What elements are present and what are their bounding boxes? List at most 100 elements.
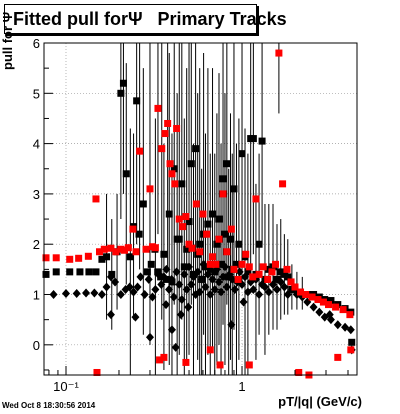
- data-point-square: [154, 104, 162, 112]
- data-point-square: [182, 213, 190, 221]
- data-point-square: [206, 265, 214, 273]
- data-point-square: [142, 245, 150, 253]
- data-point-square: [117, 245, 125, 253]
- data-point-square: [160, 250, 168, 258]
- data-point-square: [219, 190, 227, 198]
- data-point-square: [85, 268, 93, 276]
- data-point-square: [234, 275, 242, 283]
- data-point-diamond: [172, 267, 181, 277]
- data-point-square: [226, 235, 234, 243]
- data-point-square: [308, 293, 316, 301]
- y-tick-label: 3: [33, 187, 40, 202]
- data-point-square: [297, 288, 305, 296]
- data-point-square: [164, 119, 172, 127]
- data-point-square: [223, 160, 231, 168]
- data-point-square: [284, 273, 292, 281]
- data-point-square: [168, 170, 176, 178]
- data-point-diamond: [260, 282, 269, 292]
- data-point-diamond: [193, 267, 202, 277]
- data-point-diamond: [219, 272, 228, 282]
- data-point-diamond: [197, 274, 206, 284]
- data-point-square: [165, 210, 173, 218]
- data-point-square: [162, 275, 170, 283]
- data-point-diamond: [222, 282, 231, 292]
- data-point-square: [319, 298, 327, 306]
- data-point-square: [291, 283, 299, 291]
- data-point-square: [192, 145, 200, 153]
- data-point-square: [212, 260, 220, 268]
- data-point-diamond: [227, 320, 236, 330]
- data-point-square: [129, 225, 137, 233]
- data-point-square: [93, 368, 101, 376]
- data-point-square: [255, 240, 263, 248]
- data-point-diamond: [309, 302, 318, 312]
- grid-lines: [44, 42, 357, 375]
- data-point-diamond: [111, 277, 120, 287]
- data-point-diamond: [280, 282, 289, 292]
- data-point-square: [206, 260, 214, 268]
- data-point-square: [238, 150, 246, 158]
- data-point-square: [255, 270, 263, 278]
- data-point-square: [185, 218, 193, 226]
- data-point-square: [175, 215, 183, 223]
- data-point-square: [76, 268, 84, 276]
- data-point-square: [232, 260, 240, 268]
- data-point-diamond: [241, 272, 250, 282]
- data-point-square: [230, 265, 238, 273]
- data-point-diamond: [184, 302, 193, 312]
- data-point-square: [216, 361, 224, 369]
- data-point-square: [272, 260, 280, 268]
- data-point-square: [52, 268, 60, 276]
- data-point-diamond: [203, 269, 212, 279]
- data-point-square: [215, 235, 223, 243]
- data-point-diamond: [159, 272, 168, 282]
- data-point-diamond: [220, 262, 229, 272]
- data-point-diamond: [177, 295, 186, 305]
- data-point-diamond: [165, 284, 174, 294]
- data-point-square: [327, 297, 335, 305]
- data-point-square: [302, 291, 310, 299]
- data-point-diamond: [145, 332, 154, 342]
- data-point-square: [66, 255, 74, 263]
- data-point-square: [213, 240, 221, 248]
- data-point-square: [348, 338, 356, 346]
- data-point-square: [227, 225, 235, 233]
- data-point-square: [199, 210, 207, 218]
- data-point-diamond: [125, 282, 134, 292]
- data-point-diamond: [162, 264, 171, 274]
- data-point-square: [183, 245, 191, 253]
- data-markers: [42, 49, 356, 379]
- data-point-diamond: [144, 274, 153, 284]
- data-point-diamond: [346, 325, 355, 335]
- data-point-diamond: [249, 284, 258, 294]
- data-point-diamond: [162, 300, 171, 310]
- data-point-square: [158, 145, 166, 153]
- x-axis-label: pT/|q| (GeV/c): [278, 394, 362, 409]
- data-point-diamond: [116, 290, 125, 300]
- data-point-square: [249, 135, 257, 143]
- data-point-square: [287, 278, 295, 286]
- data-point-square: [175, 235, 183, 243]
- timestamp: Wed Oct 8 18:30:56 2014: [2, 401, 96, 410]
- data-point-diamond: [129, 287, 138, 297]
- data-point-square: [223, 248, 231, 256]
- data-point-square: [252, 195, 260, 203]
- data-point-square: [161, 130, 169, 138]
- data-point-diamond: [176, 310, 185, 320]
- data-point-square: [75, 254, 83, 262]
- data-point-square: [185, 240, 193, 248]
- data-point-diamond: [102, 282, 111, 292]
- data-point-diamond: [230, 284, 239, 294]
- data-point-square: [178, 180, 186, 188]
- data-point-square: [124, 244, 132, 252]
- error-bars: [106, 43, 303, 375]
- data-point-diamond: [217, 287, 226, 297]
- data-point-square: [235, 240, 243, 248]
- data-point-diamond: [195, 287, 204, 297]
- data-point-diamond: [61, 289, 70, 299]
- data-point-square: [230, 185, 238, 193]
- data-point-square: [283, 265, 291, 273]
- data-point-square: [171, 180, 179, 188]
- data-point-square: [52, 254, 60, 262]
- data-point-square: [192, 200, 200, 208]
